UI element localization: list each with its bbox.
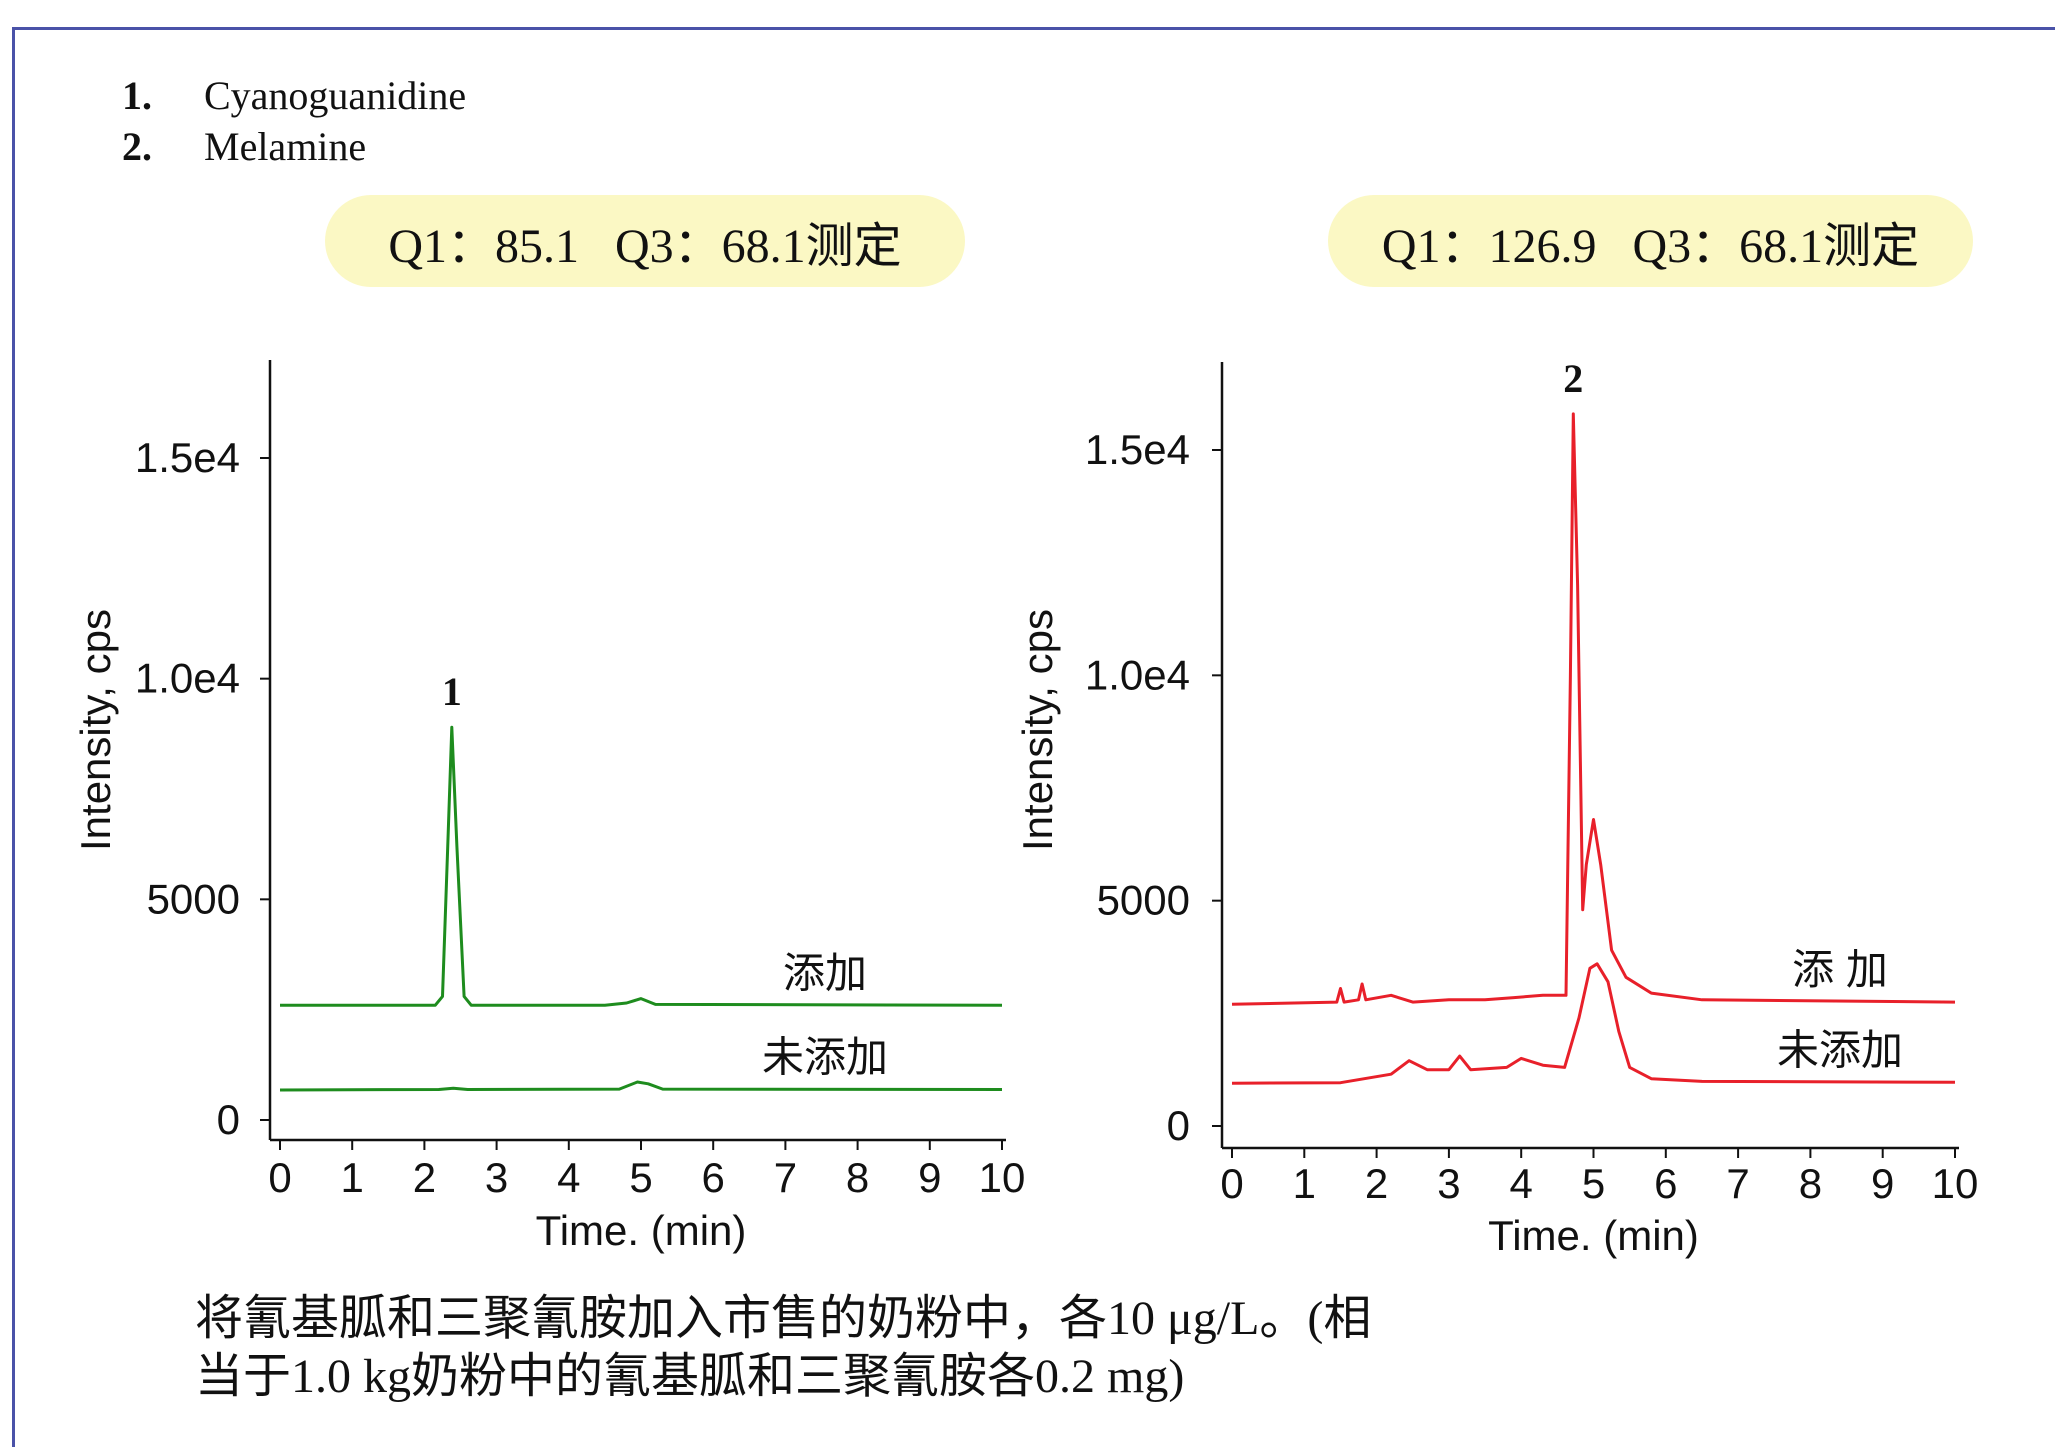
x-tick-label: 1 [341,1154,364,1201]
y-tick-label: 1.5e4 [135,434,240,481]
y-tick-label: 1.0e4 [135,655,240,702]
legend-item: 2. Melamine [122,121,466,172]
x-tick-label: 10 [1932,1160,1979,1207]
x-tick-label: 1 [1293,1160,1316,1207]
chromatogram-trace [1231,962,1956,1085]
legend-compound-name: Melamine [204,124,367,169]
chromatogram-trace [280,725,1003,1007]
x-tick-label: 4 [557,1154,580,1201]
legend-compound-name: Cyanoguanidine [204,73,467,118]
y-tick-label: 5000 [147,875,240,922]
y-tick-label: 0 [217,1096,240,1143]
y-tick-label: 1.5e4 [1085,426,1190,473]
x-tick-label: 5 [1582,1160,1605,1207]
y-axis-title: Intensity, cps [1014,609,1061,851]
x-tick-label: 8 [1799,1160,1822,1207]
x-tick-label: 7 [1726,1160,1749,1207]
x-tick-label: 5 [629,1154,652,1201]
x-tick-label: 0 [268,1154,291,1201]
x-tick-label: 9 [918,1154,941,1201]
x-tick-label: 0 [1220,1160,1243,1207]
legend-number: 1. [122,73,152,118]
trace-label: 未添加 [762,1034,888,1081]
x-tick-label: 6 [1654,1160,1677,1207]
caption-line-1: 将氰基胍和三聚氰胺加入市售的奶粉中，各10 μg/L。(相 [195,1292,1372,1345]
x-tick-label: 3 [1437,1160,1460,1207]
x-tick-label: 4 [1510,1160,1533,1207]
x-tick-label: 8 [846,1154,869,1201]
legend-number: 2. [122,124,152,169]
x-tick-label: 7 [774,1154,797,1201]
trace-label: 添加 [783,949,867,996]
x-tick-label: 10 [979,1154,1026,1201]
peak-label: 1 [442,669,462,714]
x-tick-label: 2 [413,1154,436,1201]
y-axis-title: Intensity, cps [72,609,119,851]
slide-frame [12,27,2055,1447]
trace-label: 添 加 [1792,946,1888,993]
x-tick-label: 9 [1871,1160,1894,1207]
chromatogram-trace [279,1080,1003,1092]
legend-item: 1. Cyanoguanidine [122,70,466,121]
x-axis-title: Time. (min) [1488,1212,1699,1259]
figure-caption: 将氰基胍和三聚氰胺加入市售的奶粉中，各10 μg/L。(相 当于1.0 kg奶粉中… [195,1290,1371,1406]
caption-line-2: 当于1.0 kg奶粉中的氰基胍和三聚氰胺各0.2 mg) [195,1350,1185,1403]
peak-label: 2 [1563,356,1583,401]
chromatogram-trace [1231,412,1956,1006]
compound-legend: 1. Cyanoguanidine 2. Melamine [122,70,466,172]
x-tick-label: 6 [702,1154,725,1201]
x-tick-label: 3 [485,1154,508,1201]
x-tick-label: 2 [1365,1160,1388,1207]
trace-label: 未添加 [1777,1026,1903,1073]
transition-label-right: Q1：126.9 Q3：68.1测定 [1328,195,1973,287]
x-axis-title: Time. (min) [536,1207,747,1254]
y-tick-label: 5000 [1097,877,1190,924]
y-tick-label: 1.0e4 [1085,651,1190,698]
transition-label-left: Q1：85.1 Q3：68.1测定 [325,195,965,287]
y-tick-label: 0 [1167,1102,1190,1149]
